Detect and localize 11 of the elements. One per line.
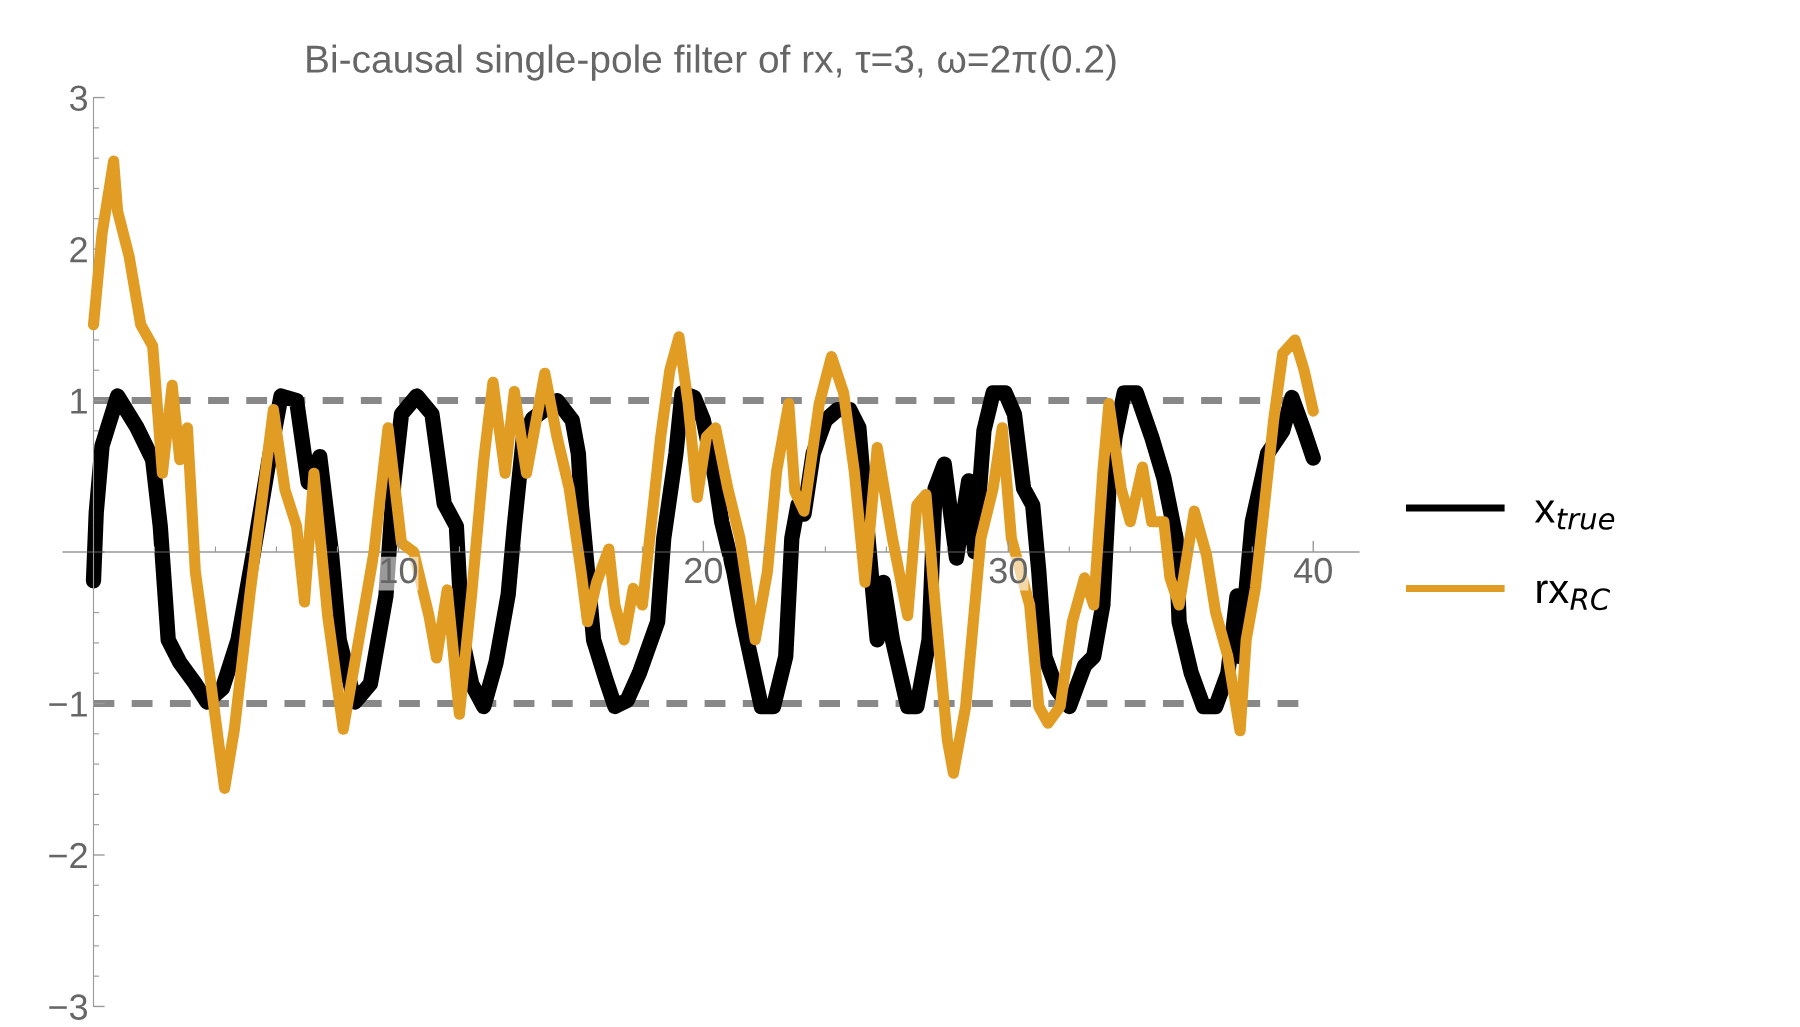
y-tick-label: 1 [71, 388, 87, 414]
x-tick-label: 20 [685, 557, 723, 584]
legend-label: x$_{true}$ [1534, 500, 1615, 530]
y-tick-label: −3 [49, 994, 88, 1020]
legend-label: rx$_{RC}$ [1537, 580, 1611, 611]
y-tick-label: 3 [69, 85, 88, 112]
y-tick-label: −2 [49, 842, 87, 869]
y-tick-label: −1 [49, 691, 87, 717]
y-tick-label: 2 [70, 236, 87, 263]
chart-title: Bi-causal single-pole filter of rx, τ=3, ω=2π(0.2) [307, 44, 1116, 81]
x-tick-label: 40 [1294, 557, 1332, 584]
